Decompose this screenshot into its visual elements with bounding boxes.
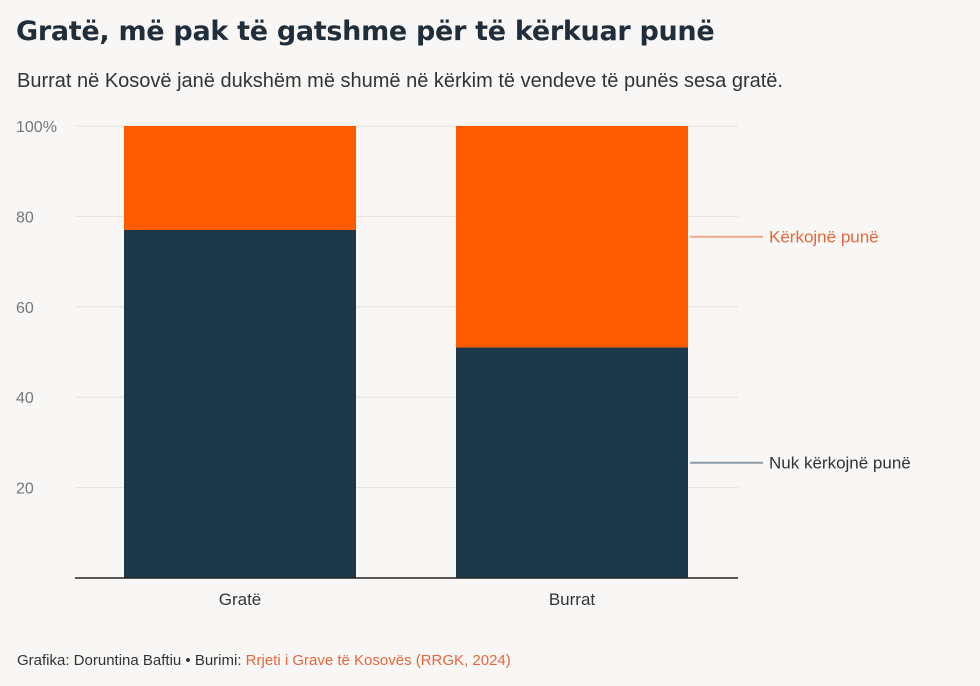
series-label-not-seeking: Nuk kërkojnë punë [769, 454, 911, 473]
y-tick-label: 60 [16, 300, 34, 317]
series-label-seeking: Kërkojnë punë [769, 228, 879, 247]
credit-text: Grafika: Doruntina Baftiu • Burimi: [17, 652, 246, 669]
y-tick-label: 40 [16, 390, 34, 407]
bar-segment-seeking [124, 126, 356, 230]
source-link[interactable]: Rrjeti i Grave të Kosovës (RRGK, 2024) [245, 652, 511, 669]
chart-title: Gratë, më pak të gatshme për të kërkuar … [16, 16, 715, 47]
y-tick-label: 100% [16, 119, 57, 136]
bar-segment-not-seeking [456, 347, 688, 578]
stacked-bar-chart: 20 40 60 80 100% Gratë Burrat Nuk kërkojnë punë… [16, 119, 911, 609]
y-tick-label: 20 [16, 481, 34, 498]
footer-credit: Grafika: Doruntina Baftiu • Burimi: Rrje… [17, 652, 511, 669]
y-tick-label: 80 [16, 209, 34, 226]
chart-subtitle: Burrat në Kosovë janë dukshëm më shumë n… [17, 70, 783, 92]
bar-segment-not-seeking [124, 229, 356, 578]
x-category-label: Gratë [219, 590, 262, 609]
x-category-label: Burrat [549, 590, 596, 609]
bar-segment-seeking [456, 126, 688, 348]
